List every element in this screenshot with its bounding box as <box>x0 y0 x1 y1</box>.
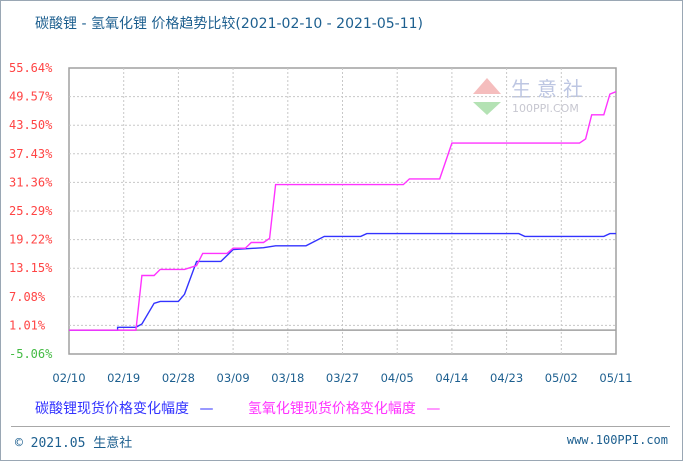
x-tick-label: 03/09 <box>217 371 250 385</box>
series-line-1 <box>69 91 617 331</box>
x-tick-label: 05/11 <box>599 371 632 385</box>
legend: 碳酸锂现货价格变化幅度 — 氢氧化锂现货价格变化幅度 — <box>35 398 446 418</box>
y-tick-label: 7.08% <box>9 290 46 304</box>
y-tick-label: -5.06% <box>9 347 53 361</box>
footer-copyright: © 2021.05 生意社 <box>15 436 133 451</box>
legend-label-hydroxide: 氢氧化锂现货价格变化幅度 <box>247 401 416 417</box>
x-tick-label: 04/23 <box>490 371 523 385</box>
y-tick-label: 25.29% <box>9 204 53 218</box>
watermark-down-triangle-icon <box>473 102 501 115</box>
x-tick-label: 04/14 <box>435 371 468 385</box>
x-tick-label: 03/27 <box>326 371 359 385</box>
legend-label-carbonate: 碳酸锂现货价格变化幅度 <box>35 401 189 417</box>
y-tick-label: 37.43% <box>9 147 53 161</box>
y-tick-label: 13.15% <box>9 261 53 275</box>
x-tick-label: 05/02 <box>545 371 578 385</box>
y-tick-label: 49.57% <box>9 90 53 104</box>
y-tick-label: 43.50% <box>9 118 53 132</box>
legend-swatch-hydroxide: — <box>426 401 441 417</box>
series-line-0 <box>69 232 616 331</box>
x-tick-label: 04/05 <box>381 371 414 385</box>
watermark-name: 生意社 <box>511 77 589 101</box>
watermark-site: 100PPI.COM <box>512 102 579 115</box>
x-tick-label: 03/18 <box>271 371 304 385</box>
y-tick-label: 55.64% <box>9 61 53 75</box>
watermark-up-triangle-icon <box>473 78 501 94</box>
y-tick-label: 31.36% <box>9 175 53 189</box>
x-tick-label: 02/19 <box>107 371 140 385</box>
y-tick-label: 1.01% <box>9 318 46 332</box>
footer-url[interactable]: www.100PPI.com <box>566 433 668 447</box>
x-tick-label: 02/28 <box>162 371 195 385</box>
y-tick-label: 19.22% <box>9 233 53 247</box>
x-tick-label: 02/10 <box>52 371 85 385</box>
legend-swatch-carbonate: — <box>199 401 214 417</box>
footer-divider <box>11 426 670 427</box>
chart-title: 碳酸锂 - 氢氧化锂 价格趋势比较(2021-02-10 - 2021-05-1… <box>35 16 424 32</box>
